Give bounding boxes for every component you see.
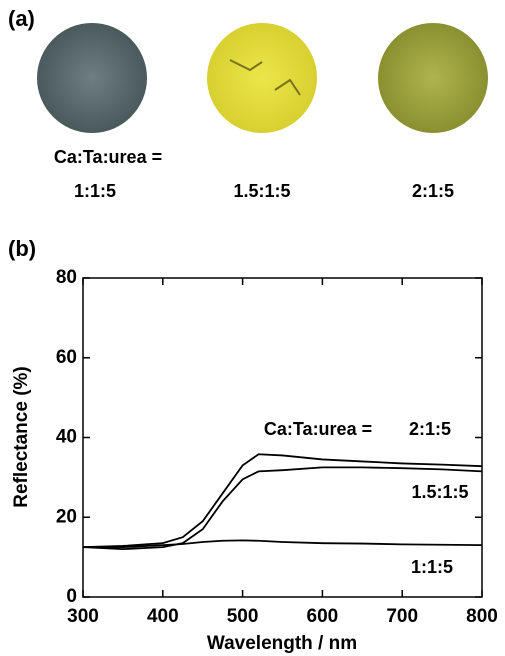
panel-label: (b)	[8, 236, 36, 261]
y-tick-label: 0	[66, 586, 77, 607]
y-tick-label: 60	[56, 347, 77, 368]
x-tick-label: 600	[307, 606, 339, 627]
x-tick-label: 500	[227, 606, 259, 627]
series-label: 1.5:1:5	[411, 482, 468, 502]
x-tick-label: 400	[147, 606, 179, 627]
series-line	[83, 539, 483, 549]
y-tick-label: 20	[56, 506, 77, 527]
sample-label: 2:1:5	[412, 181, 454, 201]
x-tick-label: 300	[67, 606, 99, 627]
x-axis-title: Wavelength / nm	[207, 633, 357, 654]
series-line	[82, 453, 483, 549]
ratio-prefix: Ca:Ta:urea =	[54, 147, 162, 167]
y-tick-label: 40	[56, 427, 77, 448]
x-tick-label: 800	[466, 606, 498, 627]
sample-label: 1:1:5	[74, 181, 116, 201]
annotation: Ca:Ta:urea =	[264, 419, 372, 439]
x-tick-label: 700	[386, 606, 418, 627]
sample-label: 1.5:1:5	[233, 181, 290, 201]
series-line	[82, 466, 483, 551]
y-tick-label: 80	[56, 267, 77, 288]
sample-photo	[207, 23, 317, 133]
crack	[229, 59, 301, 96]
sample-photo	[378, 23, 488, 133]
panel-label: (a)	[8, 6, 35, 31]
sample-photo	[37, 23, 147, 133]
series-label: 2:1:5	[409, 419, 451, 439]
series-label: 1:1:5	[411, 557, 453, 577]
y-axis-title: Reflectance (%)	[11, 366, 32, 508]
